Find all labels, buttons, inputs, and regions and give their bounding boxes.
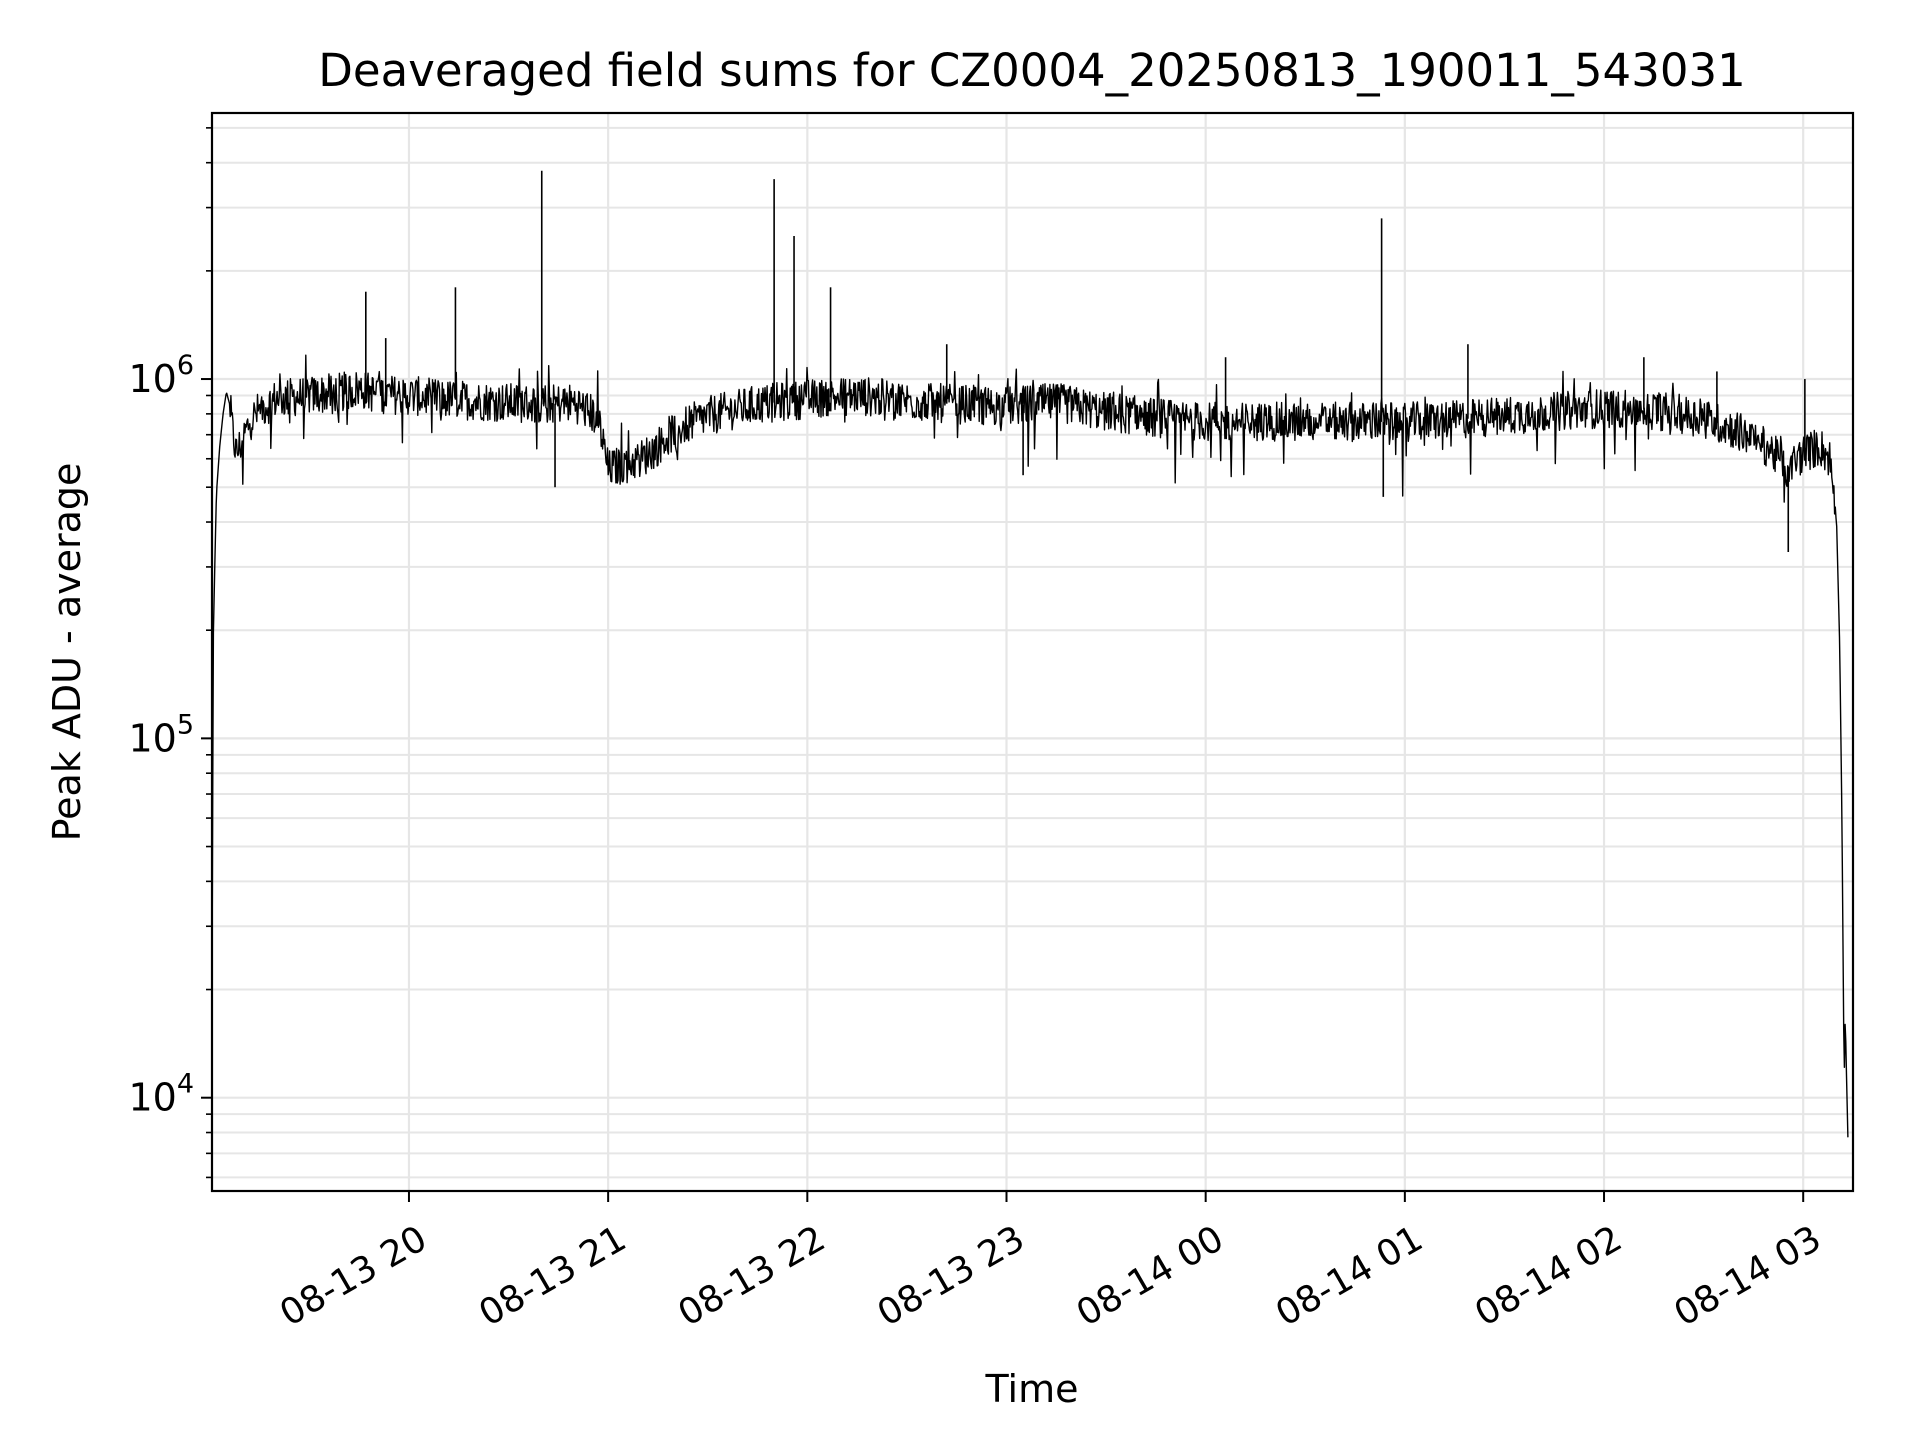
y-axis-label: Peak ADU - average <box>45 463 89 842</box>
series-layer <box>211 170 1849 1138</box>
series-line <box>211 354 1849 1138</box>
y-tick-exponent: 6 <box>177 350 194 381</box>
x-axis-label: Time <box>985 1367 1079 1411</box>
chart-title: Deaveraged field sums for CZ0004_2025081… <box>318 44 1745 97</box>
minor-grid <box>212 126 1853 1179</box>
y-tick-exponent: 4 <box>177 1069 194 1100</box>
major-grid <box>212 113 1853 1191</box>
y-tick-exponent: 5 <box>177 709 194 740</box>
plot-frame <box>210 111 1855 1193</box>
